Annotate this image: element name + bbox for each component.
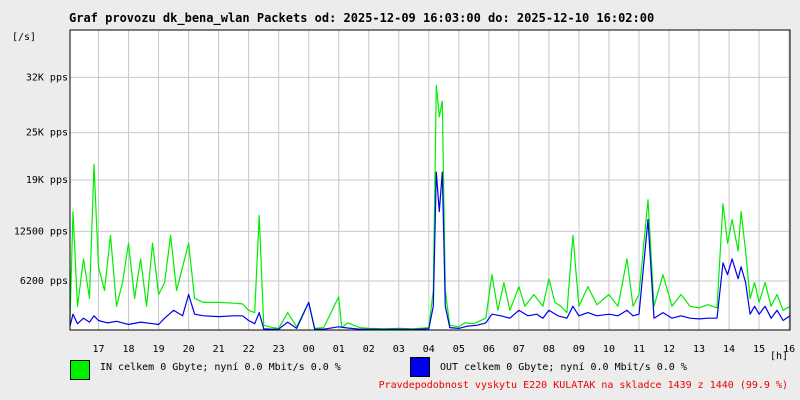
x-tick-label: 15	[753, 344, 765, 355]
tick-labels: 17 18 19 20 21 22 23 00 01 02 03 04 05 06 07 08 09 10 11 12…	[14, 72, 795, 355]
footer-note: Pravdepodobnost vyskytu E220 KULATAK na …	[378, 380, 788, 391]
legend-in-swatch	[70, 360, 90, 380]
y-tick-label: 32K pps	[26, 72, 68, 83]
grid	[70, 30, 790, 330]
x-tick-label: 18	[123, 344, 135, 355]
chart-title: Graf provozu dk_bena_wlan Packets od: 20…	[69, 11, 655, 25]
x-tick-label: 14	[723, 344, 735, 355]
x-tick-label: 01	[333, 344, 345, 355]
x-tick-label: 12	[663, 344, 675, 355]
x-tick-label: 06	[483, 344, 495, 355]
plot-frame	[69, 29, 791, 331]
x-tick-label: 22	[243, 344, 255, 355]
series-line-out	[69, 171, 791, 330]
x-tick-label: 07	[513, 344, 525, 355]
x-tick-label: 16	[783, 344, 795, 355]
y-axis-unit-label: [/s]	[12, 32, 36, 43]
y-tick-label: 19K pps	[26, 175, 68, 186]
series-line-in	[69, 84, 791, 330]
y-tick-label: 25K pps	[26, 128, 68, 139]
x-tick-label: 08	[543, 344, 555, 355]
x-tick-label: 02	[363, 344, 375, 355]
legend-out-text: OUT celkem 0 Gbyte; nyní 0.0 Mbit/s 0.0 …	[440, 362, 687, 373]
x-tick-label: 00	[303, 344, 315, 355]
y-tick-label: 12500 pps	[14, 226, 68, 237]
x-tick-label: 21	[213, 344, 225, 355]
x-tick-label: 13	[693, 344, 705, 355]
series-group	[69, 84, 791, 330]
x-tick-label: 10	[603, 344, 615, 355]
x-tick-label: 04	[423, 344, 435, 355]
x-tick-label: 11	[633, 344, 645, 355]
x-tick-label: 23	[273, 344, 285, 355]
y-tick-label: 6200 pps	[20, 276, 68, 287]
x-tick-label: 19	[153, 344, 165, 355]
x-tick-label: 05	[453, 344, 465, 355]
x-tick-label: 17	[93, 344, 105, 355]
legend-out-swatch	[410, 357, 430, 377]
legend-in-text: IN celkem 0 Gbyte; nyní 0.0 Mbit/s 0.0 %	[100, 362, 341, 373]
x-axis-unit-label: [h]	[770, 351, 788, 362]
x-tick-label: 20	[183, 344, 195, 355]
x-tick-label: 03	[393, 344, 405, 355]
x-tick-label: 09	[573, 344, 585, 355]
